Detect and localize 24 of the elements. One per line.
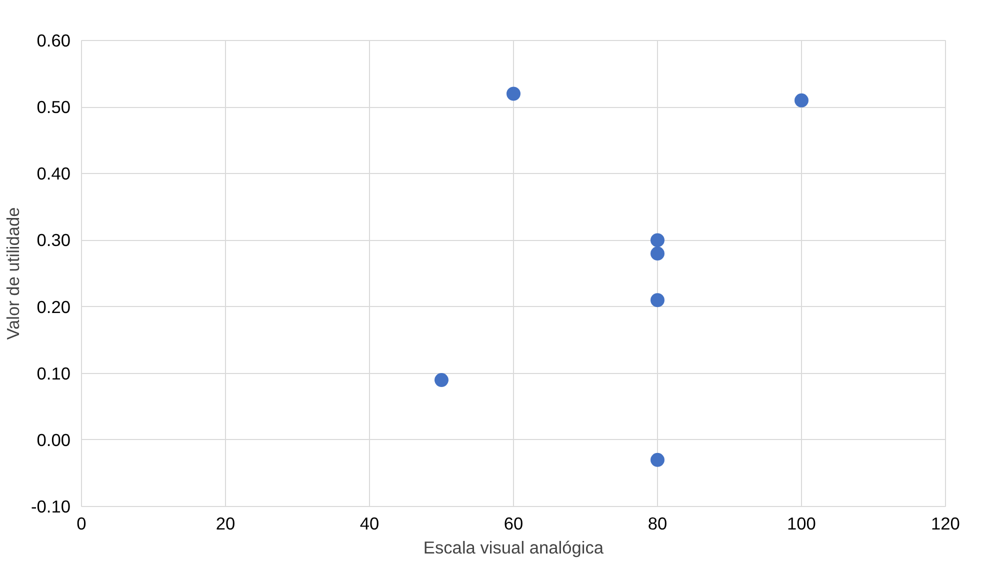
y-tick-label: -0.10 [31,496,71,516]
x-axis-title: Escala visual analógica [423,538,604,558]
y-tick-label: 0.20 [36,296,71,317]
y-tick-label: 0.40 [36,164,71,184]
x-tick-label: 60 [504,514,524,534]
y-tick-label: 0.60 [36,30,71,50]
point [650,246,664,261]
x-tick-label: 40 [360,514,380,534]
point [434,373,448,387]
point [650,293,664,308]
y-tick-label: 0.30 [36,230,71,250]
y-tick-label: 0.00 [36,430,71,450]
point [650,233,664,248]
y-tick-label: 0.50 [36,97,71,118]
point [794,93,808,108]
x-tick-label: 100 [787,514,816,534]
point [650,452,664,467]
y-tick-label: 0.10 [36,363,71,384]
x-tick-label: 80 [648,514,668,534]
x-tick-label: 120 [931,514,960,534]
x-tick-label: 20 [216,514,236,534]
point [506,86,520,101]
y-axis-title: Valor de utilidade [3,207,24,340]
x-tick-label: 0 [76,514,86,534]
